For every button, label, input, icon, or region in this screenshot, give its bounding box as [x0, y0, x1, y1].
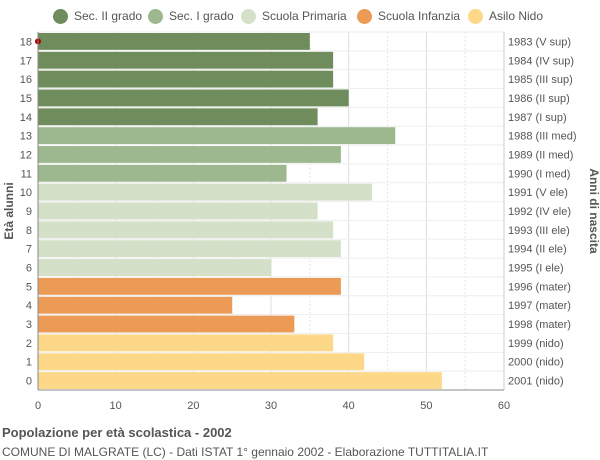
y-tick-label: 10 — [20, 187, 32, 199]
bar-age-6 — [38, 259, 271, 276]
bar-age-11 — [38, 164, 287, 182]
bar-chart: 18 1983 (V sup)17 1984 (IV sup)16 1985 (III… — [2, 31, 600, 412]
year-label: 1998 (mater) — [508, 319, 571, 331]
legend-label: Scuola Infanzia — [378, 9, 461, 23]
bar-age-2 — [38, 334, 334, 352]
y-tick-label: 9 — [26, 206, 32, 218]
y-tick-label: 7 — [26, 244, 32, 256]
legend-label: Sec. I grado — [169, 9, 234, 23]
x-tick-label: 10 — [110, 400, 122, 412]
legend-swatch-asilo-nido — [468, 8, 483, 24]
chart-subtitle: COMUNE DI MALGRATE (LC) - Dati ISTAT 1° … — [2, 445, 489, 459]
year-label: 1983 (V sup) — [508, 36, 571, 48]
y-tick-label: 18 — [20, 36, 32, 48]
bar-age-4 — [38, 296, 233, 314]
bar-age-15 — [38, 89, 349, 107]
legend-item-scuola-infanzia: Scuola Infanzia — [357, 6, 460, 26]
y-tick-label: 1 — [26, 357, 32, 369]
bar-age-5 — [38, 277, 341, 295]
x-tick-label: 0 — [35, 400, 41, 412]
legend-swatch-scuola-primaria — [241, 8, 256, 24]
x-tick-label: 40 — [343, 400, 355, 412]
bar-age-17 — [38, 51, 334, 69]
bar-age-0 — [38, 372, 442, 389]
year-label: 1999 (nido) — [508, 338, 564, 350]
y-tick-label: 13 — [20, 131, 32, 143]
y-tick-label: 14 — [20, 112, 32, 124]
x-tick-label: 60 — [498, 400, 510, 412]
y-tick-label: 2 — [26, 338, 32, 350]
year-label: 1992 (IV ele) — [508, 206, 571, 218]
year-label: 1994 (II ele) — [508, 244, 567, 256]
year-label: 1995 (I ele) — [508, 263, 564, 275]
bar-age-1 — [38, 353, 365, 371]
year-label: 1986 (II sup) — [508, 93, 570, 105]
legend-label: Scuola Primaria — [262, 9, 347, 23]
bar-age-8 — [38, 221, 334, 239]
year-label: 1988 (III med) — [508, 131, 576, 143]
bar-age-18 — [38, 33, 310, 50]
legend-label: Sec. II grado — [74, 9, 143, 23]
legend-item-asilo-nido: Asilo Nido — [468, 6, 543, 26]
y-tick-label: 6 — [26, 263, 32, 275]
y-axis-title: Età alunni — [2, 182, 16, 239]
bar-age-14 — [38, 108, 318, 126]
legend-item-sec-i-grado: Sec. I grado — [148, 6, 234, 26]
bar-age-9 — [38, 202, 318, 220]
year-label: 1989 (II med) — [508, 149, 573, 161]
year-label: 1984 (IV sup) — [508, 55, 574, 67]
x-tick-label: 50 — [420, 400, 432, 412]
x-tick-label: 30 — [265, 400, 277, 412]
bar-age-13 — [38, 127, 396, 145]
year-label: 1996 (mater) — [508, 281, 571, 293]
legend-label: Asilo Nido — [489, 9, 544, 23]
bar-age-16 — [38, 70, 334, 88]
year-label: 1985 (III sup) — [508, 74, 573, 86]
bar-age-3 — [38, 315, 295, 333]
y-tick-label: 3 — [26, 319, 32, 331]
bar-age-12 — [38, 146, 341, 163]
year-label: 2001 (nido) — [508, 376, 564, 388]
legend-swatch-sec-ii-grado — [53, 8, 68, 24]
y-tick-label: 11 — [21, 168, 32, 180]
year-label: 1987 (I sup) — [508, 112, 567, 124]
year-label: 1993 (III ele) — [508, 225, 570, 237]
legend-item-sec-ii-grado: Sec. II grado — [53, 6, 142, 26]
y-tick-label: 5 — [26, 281, 32, 293]
y-tick-label: 8 — [26, 225, 32, 237]
y-tick-label: 17 — [20, 55, 32, 67]
chart-title: Popolazione per età scolastica - 2002 — [2, 425, 232, 440]
legend-item-scuola-primaria: Scuola Primaria — [241, 6, 347, 26]
year-label: 1991 (V ele) — [508, 187, 568, 199]
legend-swatch-sec-i-grado — [148, 8, 163, 24]
year-label: 1997 (mater) — [508, 300, 571, 312]
bar-age-7 — [38, 240, 341, 258]
y-tick-label: 0 — [26, 376, 32, 388]
y-tick-label: 12 — [20, 149, 32, 161]
x-tick-label: 20 — [187, 400, 199, 412]
chart-legend: Sec. II grado Sec. I grado Scuola Primar… — [0, 6, 600, 26]
y-tick-label: 15 — [20, 93, 32, 105]
year-label: 1990 (I med) — [508, 168, 570, 180]
y-tick-label: 16 — [20, 74, 32, 86]
y-axis-title-right: Anni di nascita — [587, 168, 600, 254]
bar-age-10 — [38, 183, 372, 201]
y-tick-label: 4 — [26, 300, 32, 312]
legend-swatch-scuola-infanzia — [357, 8, 372, 24]
year-label: 2000 (nido) — [508, 357, 564, 369]
